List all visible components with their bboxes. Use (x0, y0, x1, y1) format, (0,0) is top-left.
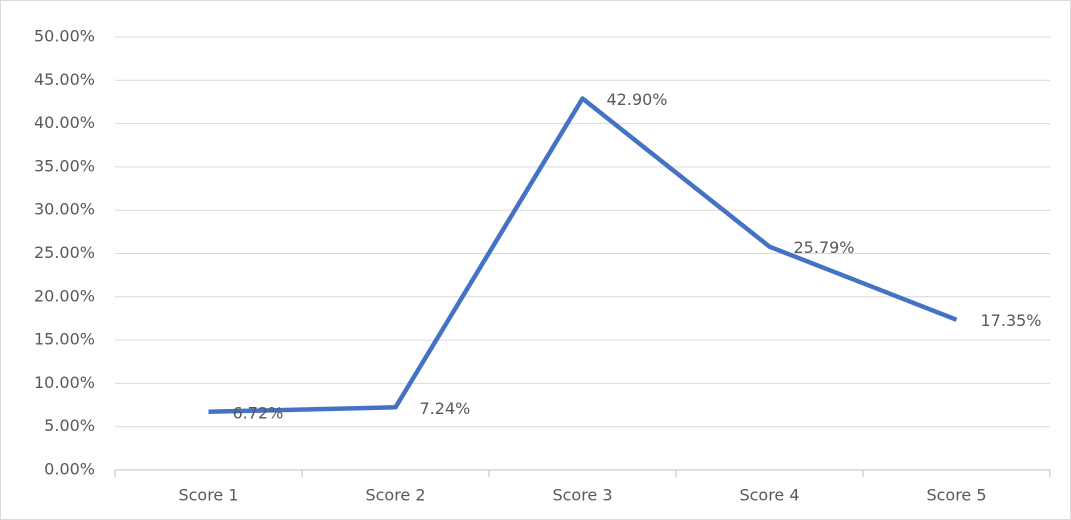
x-tick-label: Score 5 (926, 486, 986, 505)
y-tick-label: 50.00% (34, 27, 95, 46)
y-tick-label: 30.00% (34, 200, 95, 219)
data-label: 25.79% (794, 238, 855, 257)
x-tick-label: Score 1 (178, 486, 238, 505)
y-tick-label: 35.00% (34, 156, 95, 175)
line-series (208, 96, 958, 415)
y-tick-label: 10.00% (34, 373, 95, 392)
x-tick-label: Score 4 (739, 486, 799, 505)
y-tick-label: 45.00% (34, 70, 95, 89)
data-label: 17.35% (981, 311, 1042, 330)
x-tick-label: Score 2 (365, 486, 425, 505)
data-label: 7.24% (420, 399, 471, 418)
data-label: 42.90% (607, 90, 668, 109)
y-tick-label: 25.00% (34, 243, 95, 262)
y-tick-label: 5.00% (44, 416, 95, 435)
x-tick-label: Score 3 (552, 486, 612, 505)
y-tick-label: 40.00% (34, 113, 95, 132)
y-tick-label: 15.00% (34, 330, 95, 349)
data-label: 6.72% (233, 403, 284, 422)
y-tick-label: 20.00% (34, 286, 95, 305)
y-tick-label: 0.00% (44, 460, 95, 479)
